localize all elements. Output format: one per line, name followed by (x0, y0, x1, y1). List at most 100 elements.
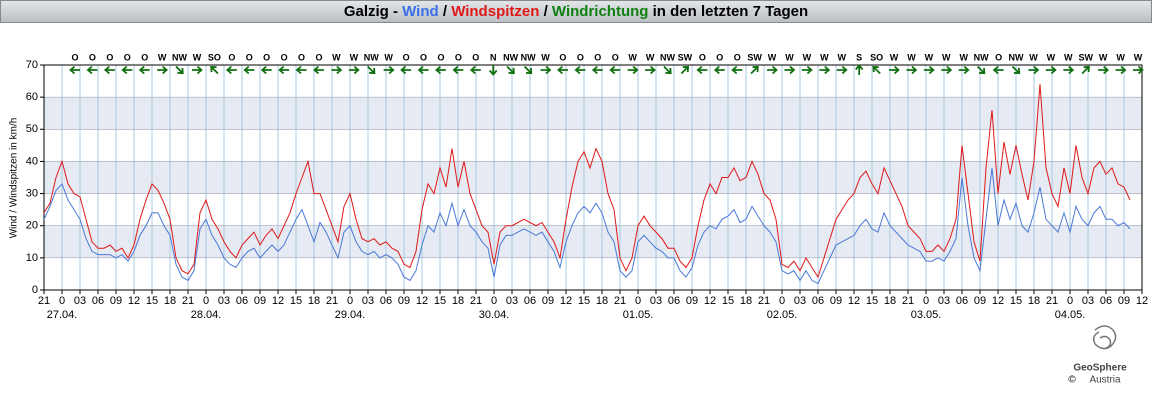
direction-arrow (489, 65, 498, 76)
date-label: 30.04. (479, 309, 510, 321)
direction-arrow (69, 65, 80, 75)
x-tick-label: 09 (254, 295, 266, 307)
direction-arrow (210, 65, 219, 75)
x-tick-label: 0 (491, 295, 497, 307)
direction-label: W (628, 52, 637, 62)
direction-label: O (437, 52, 444, 62)
x-tick-label: 18 (308, 295, 320, 307)
direction-arrow (663, 65, 672, 75)
direction-label: N (490, 52, 497, 62)
direction-arrow (958, 65, 970, 75)
direction-label: W (785, 52, 794, 62)
direction-arrow (680, 65, 690, 75)
series-line (43, 167, 1131, 285)
direction-arrow (191, 65, 203, 75)
y-tick-label: 70 (26, 59, 38, 71)
direction-arrow (1011, 65, 1021, 75)
direction-arrow (86, 65, 98, 75)
direction-label: O (315, 52, 322, 62)
direction-arrow (506, 65, 515, 75)
x-tick-label: 06 (380, 295, 392, 307)
plot-frame (43, 64, 1143, 291)
direction-label: W (193, 52, 202, 62)
direction-label: O (263, 52, 270, 62)
direction-arrow (696, 65, 708, 75)
direction-label: SW (678, 52, 693, 62)
direction-label: O (472, 52, 479, 62)
direction-label: O (246, 52, 253, 62)
direction-label: O (455, 52, 462, 62)
direction-label: NW (1009, 52, 1024, 62)
direction-arrow (836, 65, 848, 75)
direction-arrow (941, 65, 953, 75)
direction-arrow (889, 65, 900, 75)
date-label: 29.04. (335, 309, 366, 321)
direction-label: SO (870, 52, 883, 62)
direction-arrow (313, 65, 324, 75)
band (44, 225, 1142, 258)
date-label: 27.04. (47, 309, 78, 321)
date-label: 28.04. (191, 309, 222, 321)
y-tick-label: 40 (26, 155, 38, 167)
y-tick-label: 10 (26, 252, 38, 264)
x-tick-label: 18 (596, 295, 608, 307)
x-tick-label: 12 (704, 295, 716, 307)
direction-arrow (784, 65, 796, 75)
direction-arrow (1115, 65, 1127, 75)
x-tick-label: 06 (668, 295, 680, 307)
direction-arrow (992, 65, 1004, 75)
title-part: Windspitzen (451, 3, 539, 20)
direction-arrow (801, 65, 813, 75)
direction-arrow (121, 65, 133, 75)
direction-arrow (591, 65, 603, 75)
direction-arrow (627, 65, 639, 75)
direction-label: W (925, 52, 934, 62)
x-tick-label: 03 (1082, 295, 1094, 307)
logo-icon (1099, 335, 1112, 349)
x-tick-label: 03 (794, 295, 806, 307)
direction-label: O (559, 52, 566, 62)
direction-arrow (417, 65, 429, 75)
direction-label: W (907, 52, 916, 62)
direction-label: W (1064, 52, 1073, 62)
x-tick-label: 15 (1010, 295, 1022, 307)
x-tick-label: 21 (182, 295, 194, 307)
direction-label: SO (208, 52, 221, 62)
direction-arrow (819, 65, 831, 75)
direction-label: NW (172, 52, 187, 62)
direction-label: O (106, 52, 113, 62)
x-tick-label: 15 (722, 295, 734, 307)
direction-arrow (609, 65, 621, 75)
direction-label: NW (660, 52, 675, 62)
direction-arrow (731, 65, 743, 75)
direction-arrow (452, 65, 464, 75)
direction-arrow (574, 65, 586, 75)
direction-arrow (260, 65, 272, 75)
direction-label: W (890, 52, 899, 62)
x-tick-label: 12 (128, 295, 140, 307)
direction-arrow (1098, 65, 1110, 75)
direction-label: W (332, 52, 341, 62)
x-tick-label: 03 (938, 295, 950, 307)
x-tick-label: 09 (686, 295, 698, 307)
x-tick-label: 03 (362, 295, 374, 307)
y-tick-label: 50 (26, 123, 38, 135)
x-tick-label: 21 (614, 295, 626, 307)
y-tick-label: 20 (26, 220, 38, 232)
logo-name: GeoSphere (1073, 363, 1127, 374)
x-tick-label: 09 (830, 295, 842, 307)
x-tick-label: 03 (650, 295, 662, 307)
direction-label: W (1047, 52, 1056, 62)
logo-icon (1092, 325, 1117, 350)
direction-arrow (138, 65, 150, 75)
direction-arrow (906, 65, 918, 75)
y-tick-label: 0 (32, 284, 38, 296)
y-tick-label: 30 (26, 187, 38, 199)
direction-arrow (383, 65, 395, 75)
x-tick-label: 09 (974, 295, 986, 307)
direction-arrow (750, 65, 759, 75)
y-axis-label: Wind / Windspitzen in km/h (9, 118, 20, 239)
direction-label: O (228, 52, 235, 62)
title-part: in den letzten 7 Tagen (648, 3, 808, 20)
x-tick-label: 06 (956, 295, 968, 307)
